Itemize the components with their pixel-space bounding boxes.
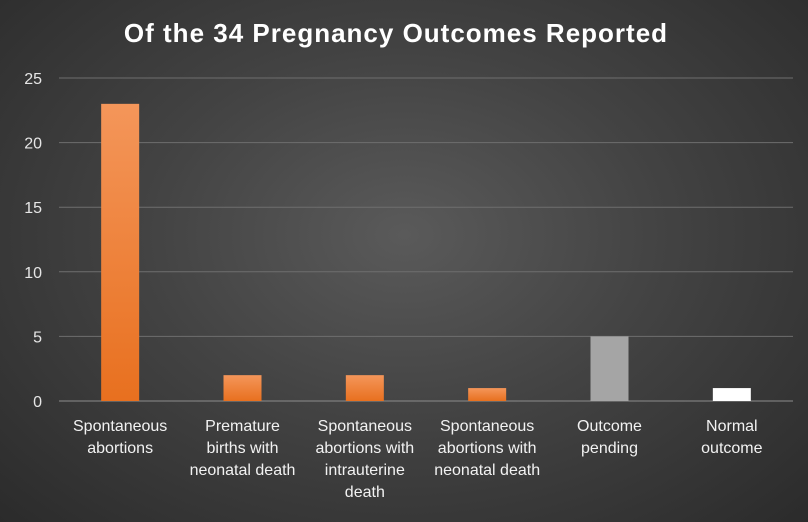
x-category-label: Premature births with neonatal death: [190, 418, 296, 479]
y-tick-label: 25: [24, 71, 42, 88]
y-tick-label: 15: [24, 200, 42, 217]
x-category-label: Spontaneous abortions with intrauterine dea…: [315, 418, 414, 501]
x-category-label: Spontaneous abortions: [73, 418, 167, 457]
y-tick-label: 20: [24, 136, 42, 153]
bar: [590, 336, 629, 401]
y-tick-label: 10: [24, 265, 42, 282]
bar: [101, 103, 140, 401]
x-category-label: Spontaneous abortions with neonatal death: [434, 418, 540, 479]
x-category-label: Outcome pending: [577, 418, 642, 457]
y-tick-label: 0: [33, 394, 42, 411]
bar: [223, 375, 262, 401]
x-category-label: Normal outcome: [701, 418, 762, 457]
bar: [345, 375, 384, 401]
bar: [468, 388, 507, 401]
y-tick-label: 5: [33, 329, 42, 346]
chart-title: Of the 34 Pregnancy Outcomes Reported: [123, 18, 669, 48]
bar: [712, 388, 751, 401]
